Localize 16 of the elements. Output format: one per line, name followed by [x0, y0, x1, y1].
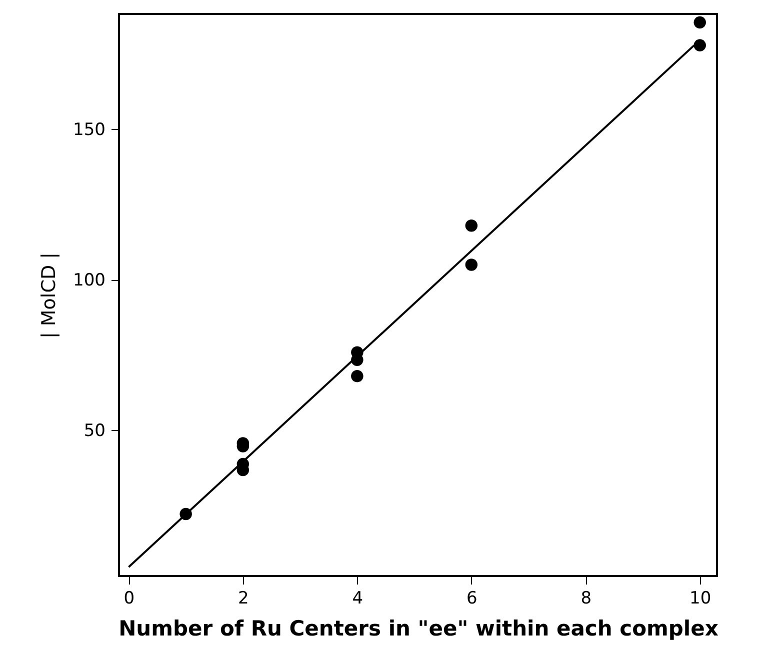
y-tick-label: 50 [84, 420, 106, 441]
x-tick-label: 2 [238, 588, 249, 608]
point [694, 16, 706, 29]
x-tick-label: 10 [690, 588, 712, 608]
x-tick-label: 8 [580, 588, 592, 608]
y-axis-title: | MolCD | [38, 252, 60, 339]
x-tick-label: 0 [124, 588, 135, 608]
x-tick-label: 6 [466, 588, 478, 608]
point [465, 220, 478, 232]
x-tick-label: 4 [352, 588, 364, 608]
x-axis-title: Number of Ru Centers in "ee" within each complex [118, 616, 719, 640]
point [465, 258, 478, 271]
y-tick-label: 100 [73, 270, 106, 290]
y-tick-label: 150 [73, 120, 106, 140]
point [694, 39, 706, 52]
point [351, 370, 364, 382]
